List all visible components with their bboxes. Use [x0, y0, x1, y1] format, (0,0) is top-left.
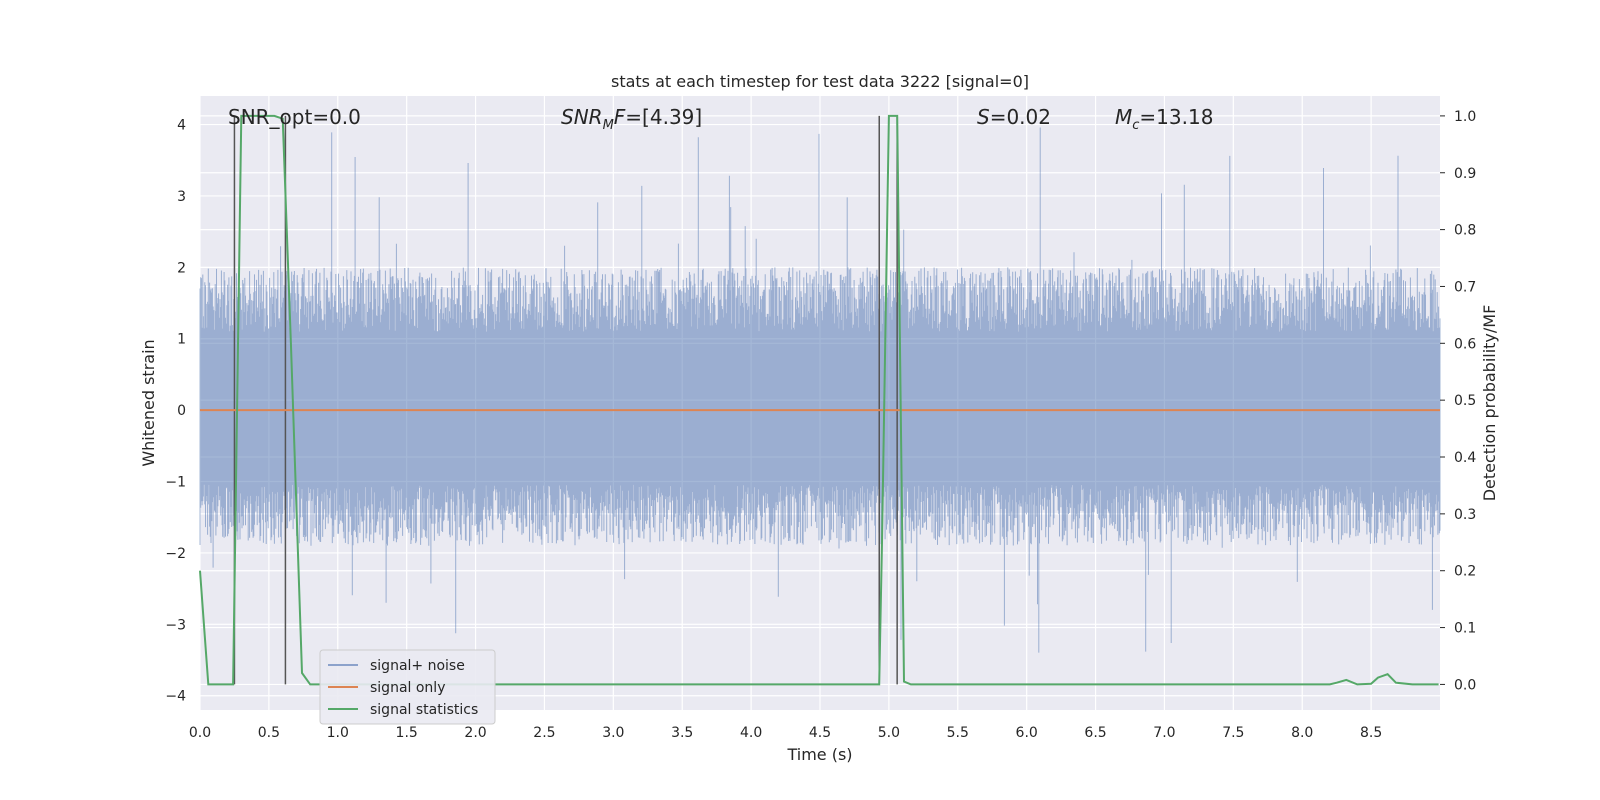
x-tick-label: 8.0: [1291, 725, 1313, 741]
legend-box: [319, 649, 496, 725]
y-tick-label-right: 0.4: [1454, 450, 1476, 466]
annotation-mc-value: Mc=13.18: [1115, 105, 1213, 133]
x-tick-label: 3.0: [602, 725, 624, 741]
annotation-snr-opt: SNR_opt=0.0: [228, 105, 361, 129]
y-tick-label-right: 0.5: [1454, 393, 1476, 409]
legend-label: signal+ noise: [370, 658, 465, 674]
series-line-signal-statistics: [199, 114, 1439, 686]
y-tick-label-right: 0.7: [1454, 279, 1476, 295]
legend-label: signal statistics: [370, 702, 478, 718]
y-tick-label-right: 0.3: [1454, 507, 1476, 523]
x-tick-label: 4.5: [809, 725, 831, 741]
legend: signal+ noise signal only signal statistic…: [319, 649, 496, 725]
y-axis-label-left: Whitened strain: [139, 339, 158, 466]
legend-label: signal only: [370, 680, 445, 696]
x-tick-label: 0.0: [189, 725, 211, 741]
y-tick-label-right: 1.0: [1454, 109, 1476, 125]
y-tick-label-right: 0.0: [1454, 677, 1476, 693]
y-tick-label-left: 4: [177, 118, 186, 134]
x-tick-label: 7.5: [1222, 725, 1244, 741]
x-tick-label: 5.0: [878, 725, 900, 741]
y-tick-label-right: 0.8: [1454, 223, 1476, 239]
y-tick-label-left: −2: [165, 546, 186, 562]
y-tick-label-left: 2: [177, 260, 186, 276]
x-tick-label: 0.5: [258, 725, 280, 741]
x-tick-label: 5.5: [947, 725, 969, 741]
y-tick-label-right: 0.1: [1454, 621, 1476, 637]
x-tick-label: 1.0: [327, 725, 349, 741]
y-tick-label-left: 1: [177, 332, 186, 348]
x-tick-label: 4.0: [740, 725, 762, 741]
x-tick-label: 3.5: [671, 725, 693, 741]
x-tick-label: 6.5: [1084, 725, 1106, 741]
annotation-snr-mf: SNRMF=[4.39]: [561, 105, 702, 133]
y-axis-right: 0.0 0.1 0.2 0.3 0.4 0.5 0.6 0.7 0.8 0.9 1.0: [1440, 109, 1476, 693]
y-tick-label-left: 3: [177, 189, 186, 205]
x-axis: 0.0 0.5 1.0 1.5 2.0 2.5 3.0 3.5 4.0 4.5 5.0 5.5 6.0 6…: [189, 725, 1382, 741]
annotation-s-value: S=0.02: [977, 105, 1051, 129]
y-tick-label-right: 0.2: [1454, 564, 1476, 580]
x-tick-label: 6.0: [1016, 725, 1038, 741]
x-tick-label: 2.0: [464, 725, 486, 741]
x-tick-label: 7.0: [1153, 725, 1175, 741]
y-tick-label-left: 0: [177, 403, 186, 419]
x-axis-label: Time (s): [786, 745, 852, 764]
chart-title: stats at each timestep for test data 322…: [611, 72, 1029, 91]
annotations: SNR_opt=0.0 SNRMF=[4.39] S=0.02 Mc=13.18: [228, 105, 1213, 133]
x-tick-label: 1.5: [396, 725, 418, 741]
series-lines: [199, 114, 1440, 686]
y-tick-label-right: 0.6: [1454, 336, 1476, 352]
x-tick-label: 2.5: [533, 725, 555, 741]
y-tick-label-left: −1: [165, 475, 186, 491]
x-tick-label: 8.5: [1360, 725, 1382, 741]
y-tick-label-left: −3: [165, 617, 186, 633]
y-axis-left: −4 −3 −2 −1 0 1 2 3 4: [165, 118, 186, 705]
y-axis-label-right: Detection probability/MF: [1480, 305, 1499, 502]
y-tick-label-right: 0.9: [1454, 166, 1476, 182]
y-tick-label-left: −4: [165, 689, 186, 705]
